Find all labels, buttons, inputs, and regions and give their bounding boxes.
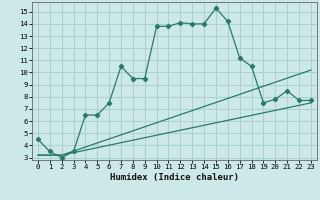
X-axis label: Humidex (Indice chaleur): Humidex (Indice chaleur)	[110, 173, 239, 182]
